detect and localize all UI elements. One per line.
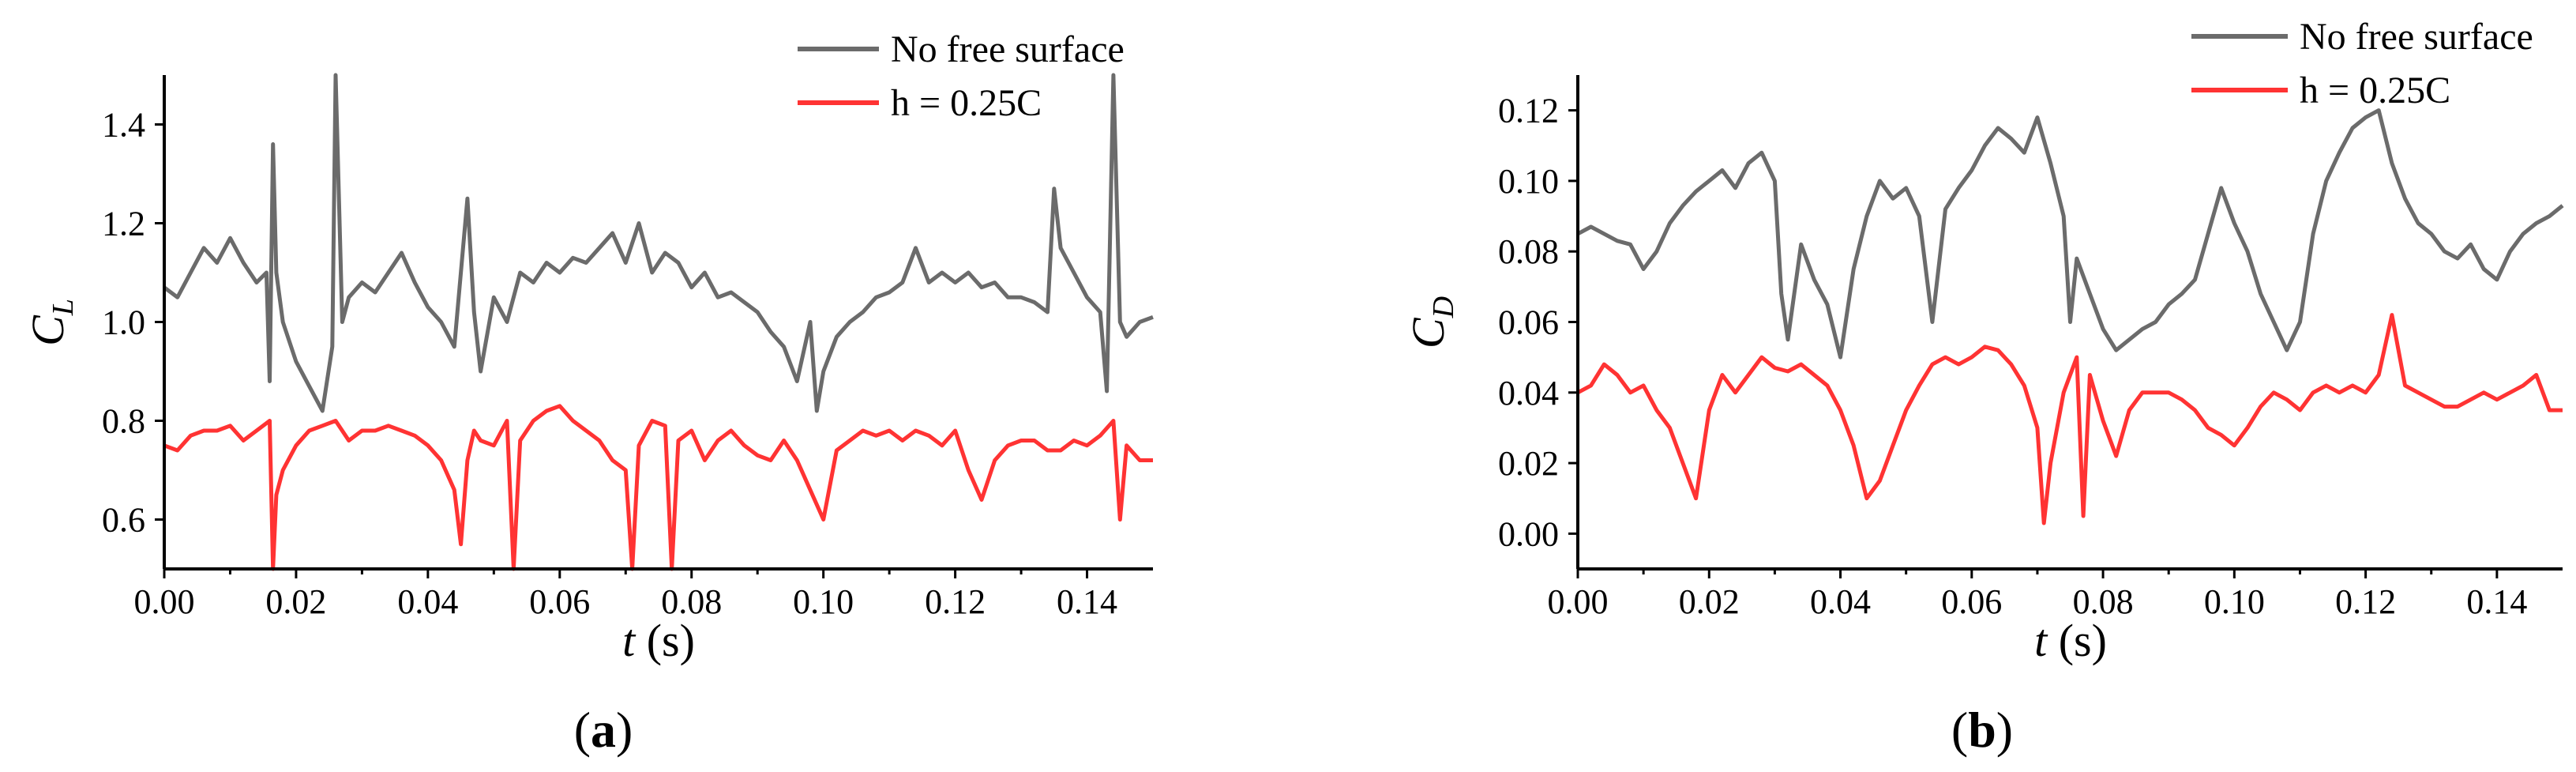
panel-label-b: (b) [1951, 702, 2013, 758]
y-axis-title-a: CL [22, 299, 80, 346]
panel-label-b-open: ( [1951, 702, 1968, 758]
y-tick-label-b-0: 0.00 [1498, 514, 1559, 553]
y-tick-label-b-1: 0.02 [1498, 444, 1559, 483]
x-axis-title-b: t (s) [2034, 615, 2107, 666]
series-line-a-0 [163, 73, 1154, 413]
y-axis-title-main-a: C [22, 314, 73, 346]
legend-label-b-1: h = 0.25C [2300, 70, 2450, 111]
legend-label-a-0: No free surface [891, 28, 1125, 70]
y-tick-label-b-4: 0.08 [1498, 232, 1559, 271]
series-line-b-1 [1576, 313, 2563, 525]
x-tick-label-b-7: 0.14 [2466, 582, 2527, 621]
x-axis-title-unit-a: (s) [635, 615, 695, 666]
x-tick-label-a-4: 0.08 [661, 582, 722, 621]
legend-label-b-0: No free surface [2300, 16, 2533, 58]
x-tick-label-a-7: 0.14 [1057, 582, 1117, 621]
x-axis-title-var-b: t [2034, 615, 2048, 666]
y-axis-title-main-b: C [1403, 317, 1454, 348]
x-tick-label-a-3: 0.06 [529, 582, 590, 621]
y-tick-label-a-2: 1.0 [102, 303, 145, 342]
x-axis-title-var-a: t [622, 615, 636, 666]
x-ticks-b: 0.00 0.02 0.04 0.06 0.08 0.10 0.12 0.14 [1548, 569, 2527, 621]
x-axis-title-unit-b: (s) [2047, 615, 2107, 666]
x-tick-label-b-5: 0.10 [2204, 582, 2265, 621]
panel-label-a-close: ) [616, 702, 633, 758]
x-tick-label-a-5: 0.10 [793, 582, 854, 621]
x-tick-label-a-6: 0.12 [925, 582, 986, 621]
y-tick-label-a-1: 0.8 [102, 402, 145, 441]
legend-a: No free surface h = 0.25C [798, 28, 1125, 124]
x-tick-label-a-1: 0.02 [265, 582, 326, 621]
y-tick-label-a-0: 0.6 [102, 501, 145, 540]
x-tick-label-b-1: 0.02 [1679, 582, 1740, 621]
legend-b: No free surface h = 0.25C [2191, 16, 2533, 111]
chart-panel-a: 0.00 0.02 0.04 0.06 0.08 0.10 0.12 0.14 0.6 0.8 1… [22, 28, 1154, 758]
x-tick-label-a-2: 0.04 [397, 582, 458, 621]
y-tick-label-b-5: 0.10 [1498, 162, 1559, 201]
axes-a [163, 75, 1153, 571]
y-tick-label-a-3: 1.2 [102, 205, 145, 243]
y-axis-title-sub-b: D [1427, 296, 1460, 318]
x-axis-title-a: t (s) [622, 615, 695, 666]
y-ticks-b: 0.00 0.02 0.04 0.06 0.08 0.10 0.12 [1498, 92, 1578, 553]
y-tick-label-b-6: 0.12 [1498, 92, 1559, 130]
series-line-b-0 [1576, 108, 2564, 360]
x-ticks-a: 0.00 0.02 0.04 0.06 0.08 0.10 0.12 0.14 [134, 569, 1117, 621]
x-tick-label-b-6: 0.12 [2335, 582, 2396, 621]
panel-label-a-letter: a [591, 702, 616, 758]
y-axis-title-sub-a: L [47, 299, 80, 316]
y-tick-label-a-4: 1.4 [102, 106, 145, 145]
plot-area-b [1576, 108, 2564, 525]
series-line-a-1 [163, 404, 1153, 571]
legend-label-a-1: h = 0.25C [891, 82, 1042, 124]
panel-label-a-open: ( [574, 702, 591, 758]
chart-panel-b: 0.00 0.02 0.04 0.06 0.08 0.10 0.12 0.14 0.000.0… [1403, 16, 2564, 758]
x-tick-label-b-3: 0.06 [1941, 582, 2002, 621]
panel-label-b-letter: b [1968, 702, 1996, 758]
panel-label-b-close: ) [1996, 702, 2013, 758]
y-tick-label-b-3: 0.06 [1498, 303, 1559, 342]
x-tick-label-b-0: 0.00 [1548, 582, 1609, 621]
x-tick-label-b-2: 0.04 [1810, 582, 1871, 621]
x-tick-label-a-0: 0.00 [134, 582, 195, 621]
y-ticks-a: 0.6 0.8 1.0 1.2 1.4 [102, 106, 164, 540]
y-axis-title-b: CD [1403, 296, 1460, 348]
panel-label-a: (a) [574, 702, 633, 758]
x-tick-label-b-4: 0.08 [2073, 582, 2134, 621]
y-tick-label-b-2: 0.04 [1498, 374, 1559, 412]
plot-area-a [163, 73, 1154, 571]
